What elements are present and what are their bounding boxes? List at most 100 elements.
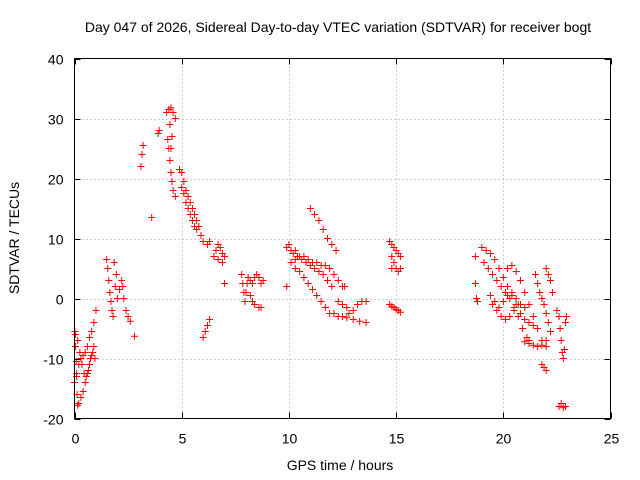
series-sat-d — [103, 256, 120, 320]
series-sat-n — [287, 259, 370, 326]
data-point — [109, 313, 117, 320]
data-point — [544, 319, 552, 326]
data-point — [544, 271, 552, 278]
data-point — [199, 334, 207, 341]
data-point — [193, 226, 201, 233]
data-point — [308, 286, 316, 293]
data-point — [166, 157, 174, 164]
data-point — [178, 169, 186, 176]
data-point — [72, 343, 80, 350]
data-point — [514, 313, 522, 320]
data-point — [167, 104, 175, 112]
data-point — [184, 193, 192, 200]
data-point — [504, 265, 512, 272]
data-point — [168, 178, 176, 185]
series-sat-s — [386, 238, 404, 275]
data-point — [169, 187, 177, 194]
data-point — [323, 235, 331, 242]
data-point — [334, 277, 342, 284]
data-point — [546, 328, 554, 335]
data-point — [206, 316, 214, 323]
data-point — [165, 145, 173, 152]
data-point — [495, 265, 503, 272]
data-point — [75, 400, 83, 407]
data-point — [321, 262, 329, 269]
data-point — [238, 271, 246, 278]
data-point — [120, 295, 128, 302]
data-point — [559, 355, 567, 362]
data-point — [214, 256, 222, 263]
series-sat-q — [334, 298, 370, 317]
data-point — [77, 394, 85, 401]
data-point — [508, 262, 516, 269]
data-point — [521, 304, 529, 311]
data-point — [76, 349, 84, 356]
data-point — [319, 226, 327, 233]
y-tick-label: 0 — [56, 292, 64, 308]
data-point — [519, 325, 527, 332]
data-point — [168, 133, 176, 140]
data-point — [83, 343, 91, 350]
data-point — [199, 238, 207, 245]
series-sat-r — [283, 283, 291, 290]
data-point — [283, 283, 291, 290]
data-point — [557, 337, 565, 344]
data-point — [197, 232, 205, 239]
data-point — [529, 313, 537, 320]
data-points — [71, 104, 571, 412]
data-point — [138, 151, 146, 158]
data-point — [536, 289, 544, 296]
data-point — [474, 298, 482, 305]
data-point — [510, 307, 518, 314]
x-tick-label: 20 — [496, 431, 512, 447]
x-tick-labels: 0 5 10 15 20 25 — [72, 431, 620, 447]
data-point — [86, 334, 94, 341]
data-point — [106, 289, 114, 296]
x-tick-label: 10 — [282, 431, 298, 447]
data-point — [339, 313, 346, 320]
y-tick-label: 10 — [48, 232, 64, 248]
x-tick-label: 0 — [72, 431, 80, 447]
data-point — [484, 265, 492, 272]
data-point — [486, 292, 494, 299]
data-point — [534, 325, 542, 332]
data-point — [534, 343, 542, 350]
data-point — [104, 265, 112, 272]
data-point — [482, 247, 490, 254]
data-point — [345, 310, 353, 317]
data-point — [471, 280, 479, 287]
series-sat-ad — [553, 307, 571, 362]
y-tick-label: -20 — [43, 412, 63, 428]
data-point — [538, 295, 546, 302]
data-point — [184, 205, 192, 212]
data-point — [542, 337, 550, 344]
data-point — [300, 253, 308, 260]
data-point — [540, 301, 548, 308]
data-point — [396, 253, 404, 260]
data-point — [330, 310, 338, 317]
data-point — [287, 259, 295, 266]
data-point — [332, 247, 340, 254]
series-sat-ac — [538, 265, 557, 374]
series-sat-t — [386, 301, 404, 316]
data-point — [480, 259, 488, 266]
data-point — [131, 332, 139, 340]
data-point — [88, 328, 96, 335]
data-point — [210, 253, 218, 260]
data-point — [315, 268, 323, 275]
data-point — [497, 313, 505, 320]
data-point — [92, 307, 100, 314]
data-point — [512, 268, 520, 275]
data-point — [471, 253, 479, 260]
data-point — [341, 283, 349, 290]
data-point — [107, 298, 115, 305]
data-point — [328, 283, 336, 290]
data-point — [390, 259, 398, 266]
data-point — [388, 253, 396, 260]
data-point — [300, 274, 308, 281]
grid-lines — [74, 58, 611, 419]
data-point — [512, 295, 520, 302]
data-point — [90, 343, 98, 350]
data-point — [285, 241, 293, 248]
series-sat-u — [471, 253, 482, 305]
